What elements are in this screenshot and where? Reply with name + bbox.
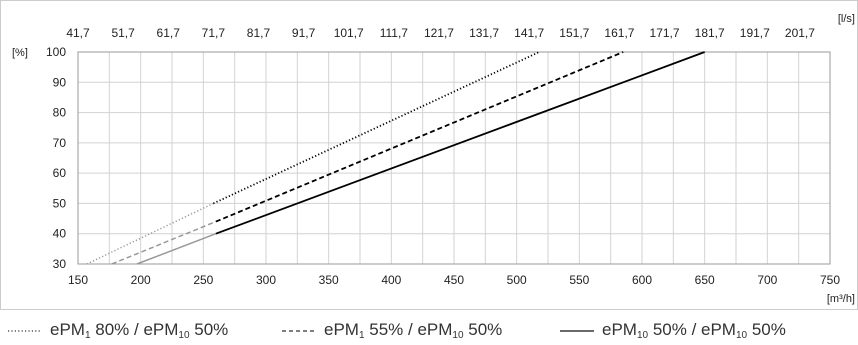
legend-text: 50% / ePM: [648, 320, 736, 339]
legend-label: ePM1 80% / ePM10 50%: [50, 320, 228, 341]
x-top-tick-label: 61,7: [157, 26, 181, 40]
legend-item: ePM1 80% / ePM10 50%: [8, 320, 228, 341]
x-tick-label: 500: [507, 273, 527, 287]
x-top-tick-label: 161,7: [604, 26, 634, 40]
x-top-tick-label: 131,7: [469, 26, 499, 40]
series-3-line: [215, 51, 705, 235]
legend-text: 50%: [747, 320, 786, 339]
series-3-extrapolated-line: [136, 233, 217, 265]
x-top-tick-label: 71,7: [202, 26, 226, 40]
y-tick-label: 70: [53, 136, 67, 150]
x-top-tick-label: 201,7: [785, 26, 815, 40]
x-tick-label: 450: [444, 273, 464, 287]
y-tick-label: 30: [53, 257, 67, 271]
legend-subscript: 10: [178, 330, 190, 341]
legend-subscript: 10: [636, 330, 649, 341]
y-tick-label: 60: [53, 166, 67, 180]
legend-label: ePM1 55% / ePM10 50%: [324, 320, 502, 341]
x-tick-label: 350: [319, 273, 339, 287]
legend-item: ePM10 50% / ePM10 50%: [560, 320, 786, 341]
x-top-tick-label: 151,7: [559, 26, 589, 40]
x-tick-label: 650: [695, 273, 715, 287]
legend-subscript: 1: [358, 330, 365, 341]
x-tick-label: 750: [820, 273, 840, 287]
x-tick-label: 700: [757, 273, 777, 287]
legend-text: 50%: [189, 320, 229, 339]
legend-line-sample-icon: [282, 325, 316, 337]
legend: ePM1 80% / ePM10 50% ePM1 55% / ePM10 50%…: [0, 320, 858, 345]
legend-text: ePM: [324, 320, 359, 339]
x-tick-label: 200: [131, 273, 151, 287]
legend-subscript: 10: [735, 330, 748, 341]
x-top-tick-label: 191,7: [740, 26, 770, 40]
x-tick-label: 300: [256, 273, 276, 287]
chart-svg: 150 200 250 300 350 400 450 500 550 600 650 700 750 […: [0, 0, 858, 310]
x-top-tick-label: 41,7: [66, 26, 90, 40]
x-tick-label: 550: [569, 273, 589, 287]
y-tick-label: 100: [46, 45, 66, 59]
x-top-tick-label: 141,7: [514, 26, 544, 40]
x-top-tick-label: 101,7: [334, 26, 364, 40]
x-top-tick-label: 91,7: [292, 26, 316, 40]
series-1-line: [212, 51, 540, 205]
plot-area: [77, 51, 831, 265]
legend-line-sample-icon: [560, 325, 594, 337]
legend-text: 55% / ePM: [364, 320, 453, 339]
y-axis-unit: [%]: [12, 47, 28, 59]
chart-frame: 150 200 250 300 350 400 450 500 550 600 650 700 750 […: [0, 0, 858, 310]
legend-line-sample-icon: [8, 325, 42, 337]
legend-subscript: 10: [452, 330, 464, 341]
x-top-tick-label: 111,7: [380, 26, 409, 40]
x-top-tick-label: 81,7: [247, 26, 271, 40]
x-top-tick-label: 171,7: [650, 26, 680, 40]
series-2-extrapolated-line: [111, 220, 217, 265]
x-tick-label: 250: [193, 273, 213, 287]
legend-subscript: 1: [84, 330, 91, 341]
x-top-axis-unit: [l/s]: [838, 13, 855, 25]
y-tick-label: 90: [53, 75, 67, 89]
x-tick-label: 400: [381, 273, 401, 287]
legend-text: ePM: [602, 320, 637, 339]
legend-text: 80% / ePM: [90, 320, 179, 339]
series-2-line: [215, 51, 624, 223]
legend-text: ePM: [50, 320, 85, 339]
x-tick-label: 150: [68, 273, 88, 287]
legend-label: ePM10 50% / ePM10 50%: [602, 320, 786, 341]
x-top-tick-label: 51,7: [111, 26, 135, 40]
legend-text: 50%: [463, 320, 503, 339]
x-top-tick-label: 121,7: [424, 26, 454, 40]
legend-item: ePM1 55% / ePM10 50%: [282, 320, 502, 341]
x-tick-label: 600: [632, 273, 652, 287]
x-top-tick-label: 181,7: [695, 26, 725, 40]
y-tick-label: 50: [53, 196, 67, 210]
y-tick-label: 80: [53, 106, 67, 120]
y-tick-label: 40: [53, 227, 67, 241]
x-axis-unit: [m³/h]: [827, 293, 855, 305]
